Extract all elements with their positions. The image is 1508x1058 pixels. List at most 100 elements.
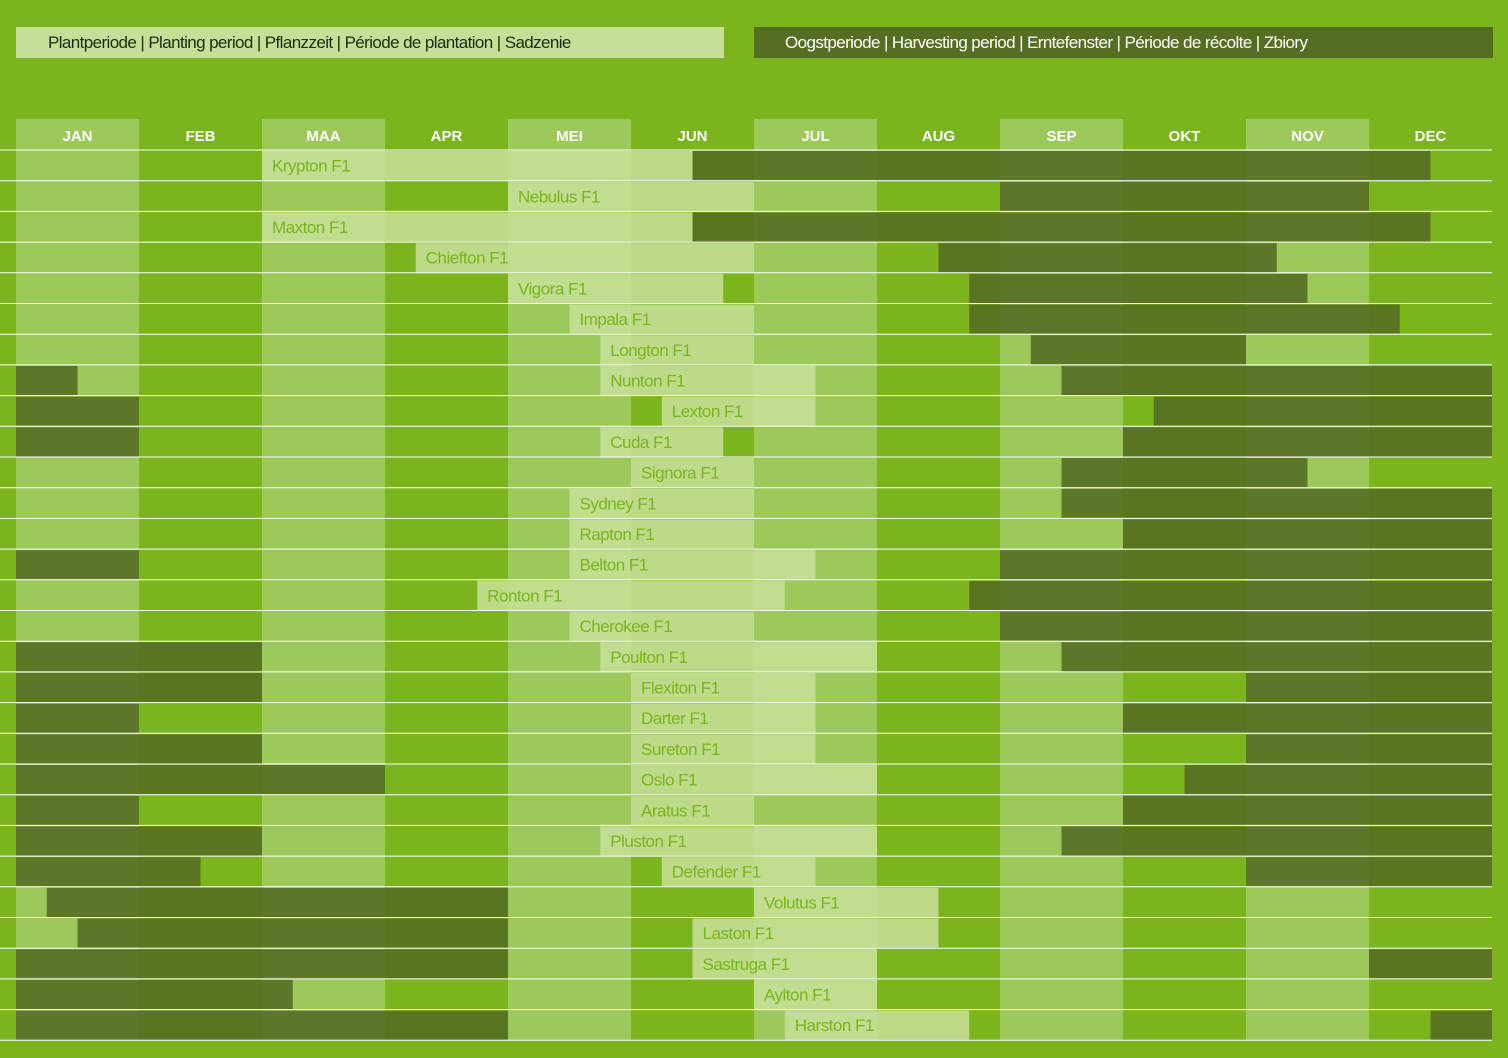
month-label-nov: NOV [1291,128,1324,145]
harvest-bar-ronton-f1 [969,580,1492,610]
variety-label-maxton-f1: Maxton F1 [272,218,348,237]
planting-bar-oslo-f1 [631,765,877,795]
harvest-bar-oslo-f1-2 [1184,765,1492,795]
variety-label-cherokee-f1: Cherokee F1 [580,617,673,636]
variety-label-sydney-f1: Sydney F1 [580,494,657,513]
planting-bar-sydney-f1 [569,488,754,518]
month-label-layer: JAN FEB MAA APR MEI JUN JUL AUG SEP OKT NOV DEC [62,128,1446,145]
planting-bar-flexiton-f1 [631,672,816,703]
planting-bar-vigora-f1 [508,273,724,303]
harvest-bar-vigora-f1 [969,273,1308,303]
variety-label-vigora-f1: Vigora F1 [518,279,587,298]
variety-label-chiefton-f1: Chiefton F1 [426,249,508,268]
variety-label-ronton-f1: Ronton F1 [487,586,562,605]
month-label-okt: OKT [1169,128,1201,145]
planting-bar-longton-f1 [600,335,754,365]
harvest-bar-sastruga-f1 [16,949,508,979]
variety-label-layer: Krypton F1 Nebulus F1 Maxton F1 Chiefton F1… [272,157,874,1036]
harvest-bar-aylton-f1 [16,979,293,1010]
planting-bar-defender-f1 [661,857,816,887]
variety-label-impala-f1: Impala F1 [580,310,651,329]
harvest-bar-longton-f1 [1030,335,1246,365]
planting-bar-belton-f1 [569,550,816,580]
harvest-bar-aratus-f1 [16,795,139,825]
planting-bar-darter-f1 [631,703,816,733]
variety-label-darter-f1: Darter F1 [641,709,708,728]
harvest-bar-impala-f1 [969,304,1400,334]
harvest-bar-pluston-f1-2 [1061,826,1492,856]
planting-bar-aylton-f1 [754,979,877,1010]
harvest-bar-belton-f1-2 [1000,550,1492,580]
month-label-jun: JUN [677,128,707,145]
harvest-bar-krypton-f1 [692,151,1431,181]
harvest-bar-aratus-f1-2 [1123,795,1492,825]
legend-planting-period: Plantperiode | Planting period | Pflanzz… [16,27,724,58]
harvest-bar-harston-f1-2 [1430,1010,1492,1040]
variety-label-aratus-f1: Aratus F1 [641,801,710,820]
harvest-bar-sureton-f1 [16,734,262,764]
variety-label-oslo-f1: Oslo F1 [641,771,697,790]
variety-label-signora-f1: Signora F1 [641,464,719,483]
legend-planting-label: Plantperiode | Planting period | Pflanzz… [48,33,571,52]
month-label-mei: MEI [556,128,583,145]
month-label-sep: SEP [1046,128,1076,145]
harvest-bar-signora-f1 [1061,458,1308,488]
month-label-jan: JAN [62,128,92,145]
variety-label-pluston-f1: Pluston F1 [610,832,686,851]
harvest-bar-sureton-f1-2 [1246,734,1492,764]
planting-bar-nebulus-f1 [508,181,754,211]
variety-label-nunton-f1: Nunton F1 [610,372,685,391]
harvest-bar-nunton-f1-2 [1061,365,1492,396]
planting-bar-rapton-f1 [569,519,754,549]
planting-bar-nunton-f1 [600,365,816,396]
planting-bar-harston-f1 [784,1010,970,1040]
month-label-maa: MAA [306,128,340,145]
harvest-bar-volutus-f1 [46,887,508,917]
harvest-bar-darter-f1-2 [1123,703,1492,733]
month-label-apr: APR [431,128,463,145]
harvest-bar-flexiton-f1 [16,672,262,703]
variety-label-volutus-f1: Volutus F1 [764,893,839,912]
harvest-bar-nunton-f1 [16,365,78,396]
harvest-bar-flexiton-f1-2 [1246,672,1492,703]
harvest-bar-laston-f1 [77,918,508,948]
legend-harvesting-period: Oogstperiode | Harvesting period | Ernte… [754,27,1493,58]
variety-label-rapton-f1: Rapton F1 [580,525,655,544]
month-label-dec: DEC [1415,128,1447,145]
month-label-aug: AUG [922,128,955,145]
variety-label-poulton-f1: Poulton F1 [610,648,687,667]
variety-label-nebulus-f1: Nebulus F1 [518,187,600,206]
row-line-layer [0,149,1492,1041]
harvest-bar-darter-f1 [16,703,139,733]
planting-bar-krypton-f1 [262,151,693,181]
variety-label-sureton-f1: Sureton F1 [641,740,720,759]
harvest-bar-poulton-f1-2 [1061,642,1492,672]
harvest-bar-cuda-f1 [16,427,139,457]
harvest-bar-belton-f1 [16,550,139,580]
harvest-bar-maxton-f1 [692,212,1431,242]
variety-label-cuda-f1: Cuda F1 [610,433,672,452]
harvest-bar-nebulus-f1 [1000,181,1369,211]
harvest-bar-pluston-f1 [16,826,262,856]
harvest-bar-harston-f1 [16,1010,508,1040]
month-label-jul: JUL [801,128,829,145]
planting-bar-signora-f1 [631,458,754,488]
planting-bar-impala-f1 [569,304,754,334]
variety-label-lexton-f1: Lexton F1 [672,402,743,421]
harvest-bar-lexton-f1 [16,396,139,426]
planting-bar-cherokee-f1 [569,611,754,641]
planting-bar-ronton-f1 [477,580,785,610]
bar-layer [16,151,1492,1040]
planting-bar-volutus-f1 [754,887,939,917]
harvest-bar-poulton-f1 [16,642,262,672]
variety-label-krypton-f1: Krypton F1 [272,157,350,176]
planting-bar-pluston-f1 [600,826,877,856]
variety-label-aylton-f1: Aylton F1 [764,986,831,1005]
planting-bar-poulton-f1 [600,642,877,672]
planting-bar-sureton-f1 [631,734,816,764]
harvest-bar-chiefton-f1 [938,243,1277,273]
harvest-bar-cherokee-f1 [1000,611,1492,641]
planting-bar-aratus-f1 [631,795,754,825]
variety-label-longton-f1: Longton F1 [610,341,691,360]
